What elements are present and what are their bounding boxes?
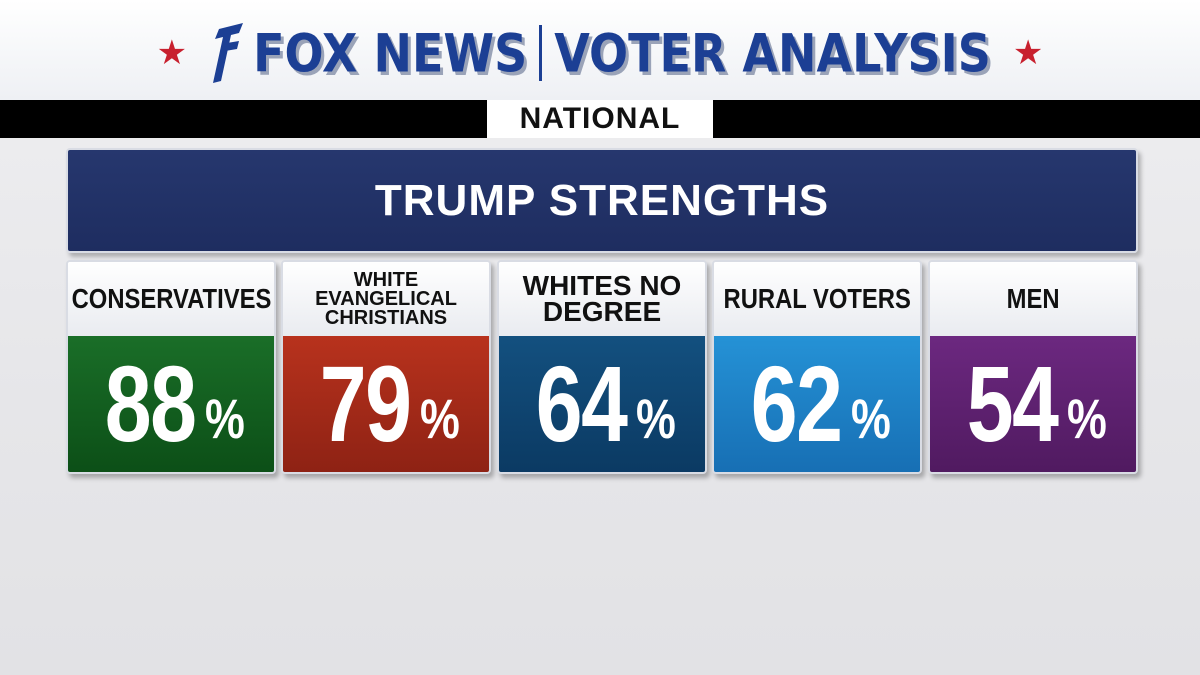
stat-card-white-evangelical-christians: WHITE EVANGELICAL CHRISTIANS 79 %	[281, 260, 491, 474]
stat-card-value: 64	[535, 343, 628, 464]
header: ★ FOX NEWS VOTER ANALYSIS ★	[0, 0, 1200, 100]
stat-card-value: 79	[319, 343, 412, 464]
stat-card-unit: %	[851, 387, 891, 450]
fox-slash-logo-icon	[213, 23, 244, 83]
section-name: VOTER ANALYSIS	[554, 21, 991, 85]
stat-card-unit: %	[636, 387, 676, 450]
stat-card-unit: %	[1067, 387, 1107, 450]
stat-card-label-box: MEN	[930, 262, 1136, 336]
stat-cards: CONSERVATIVES 88 % WHITE EVANGELICAL CHR…	[66, 260, 1138, 474]
stat-card-unit: %	[205, 387, 245, 450]
brand-row: ★ FOX NEWS VOTER ANALYSIS ★	[0, 18, 1200, 88]
stat-card-label-box: RURAL VOTERS	[714, 262, 920, 336]
stat-card-label: RURAL VOTERS	[723, 283, 911, 314]
stat-card-whites-no-degree: WHITES NO DEGREE 64 %	[497, 260, 707, 474]
stat-card-rural-voters: RURAL VOTERS 62 %	[712, 260, 922, 474]
stat-card-men: MEN 54 %	[928, 260, 1138, 474]
brand-name: FOX NEWS	[253, 21, 528, 85]
stat-card-value-box: 88 %	[68, 336, 274, 472]
page-title: TRUMP STRENGTHS	[374, 175, 830, 225]
star-icon: ★	[156, 34, 188, 72]
stat-card-label-box: WHITE EVANGELICAL CHRISTIANS	[283, 262, 489, 336]
stat-card-label-box: WHITES NO DEGREE	[499, 262, 705, 336]
stat-card-label: CONSERVATIVES	[71, 283, 271, 314]
region-label: NATIONAL	[487, 100, 713, 138]
stat-card-label: MEN	[1006, 283, 1060, 314]
star-icon: ★	[1012, 34, 1044, 72]
stat-card-label: WHITES NO DEGREE	[522, 270, 682, 327]
stat-card-label: WHITE EVANGELICAL CHRISTIANS	[315, 268, 457, 329]
stat-card-conservatives: CONSERVATIVES 88 %	[66, 260, 276, 474]
stat-card-value: 62	[750, 343, 843, 464]
stat-card-value-box: 62 %	[714, 336, 920, 472]
brand-divider	[539, 25, 543, 81]
title-box: TRUMP STRENGTHS	[66, 148, 1138, 253]
stat-card-value-box: 79 %	[283, 336, 489, 472]
stat-card-value: 54	[966, 343, 1059, 464]
stat-card-value-box: 54 %	[930, 336, 1136, 472]
stat-card-value-box: 64 %	[499, 336, 705, 472]
stat-card-label-box: CONSERVATIVES	[68, 262, 274, 336]
stat-card-unit: %	[420, 387, 460, 450]
stat-card-value: 88	[104, 343, 197, 464]
